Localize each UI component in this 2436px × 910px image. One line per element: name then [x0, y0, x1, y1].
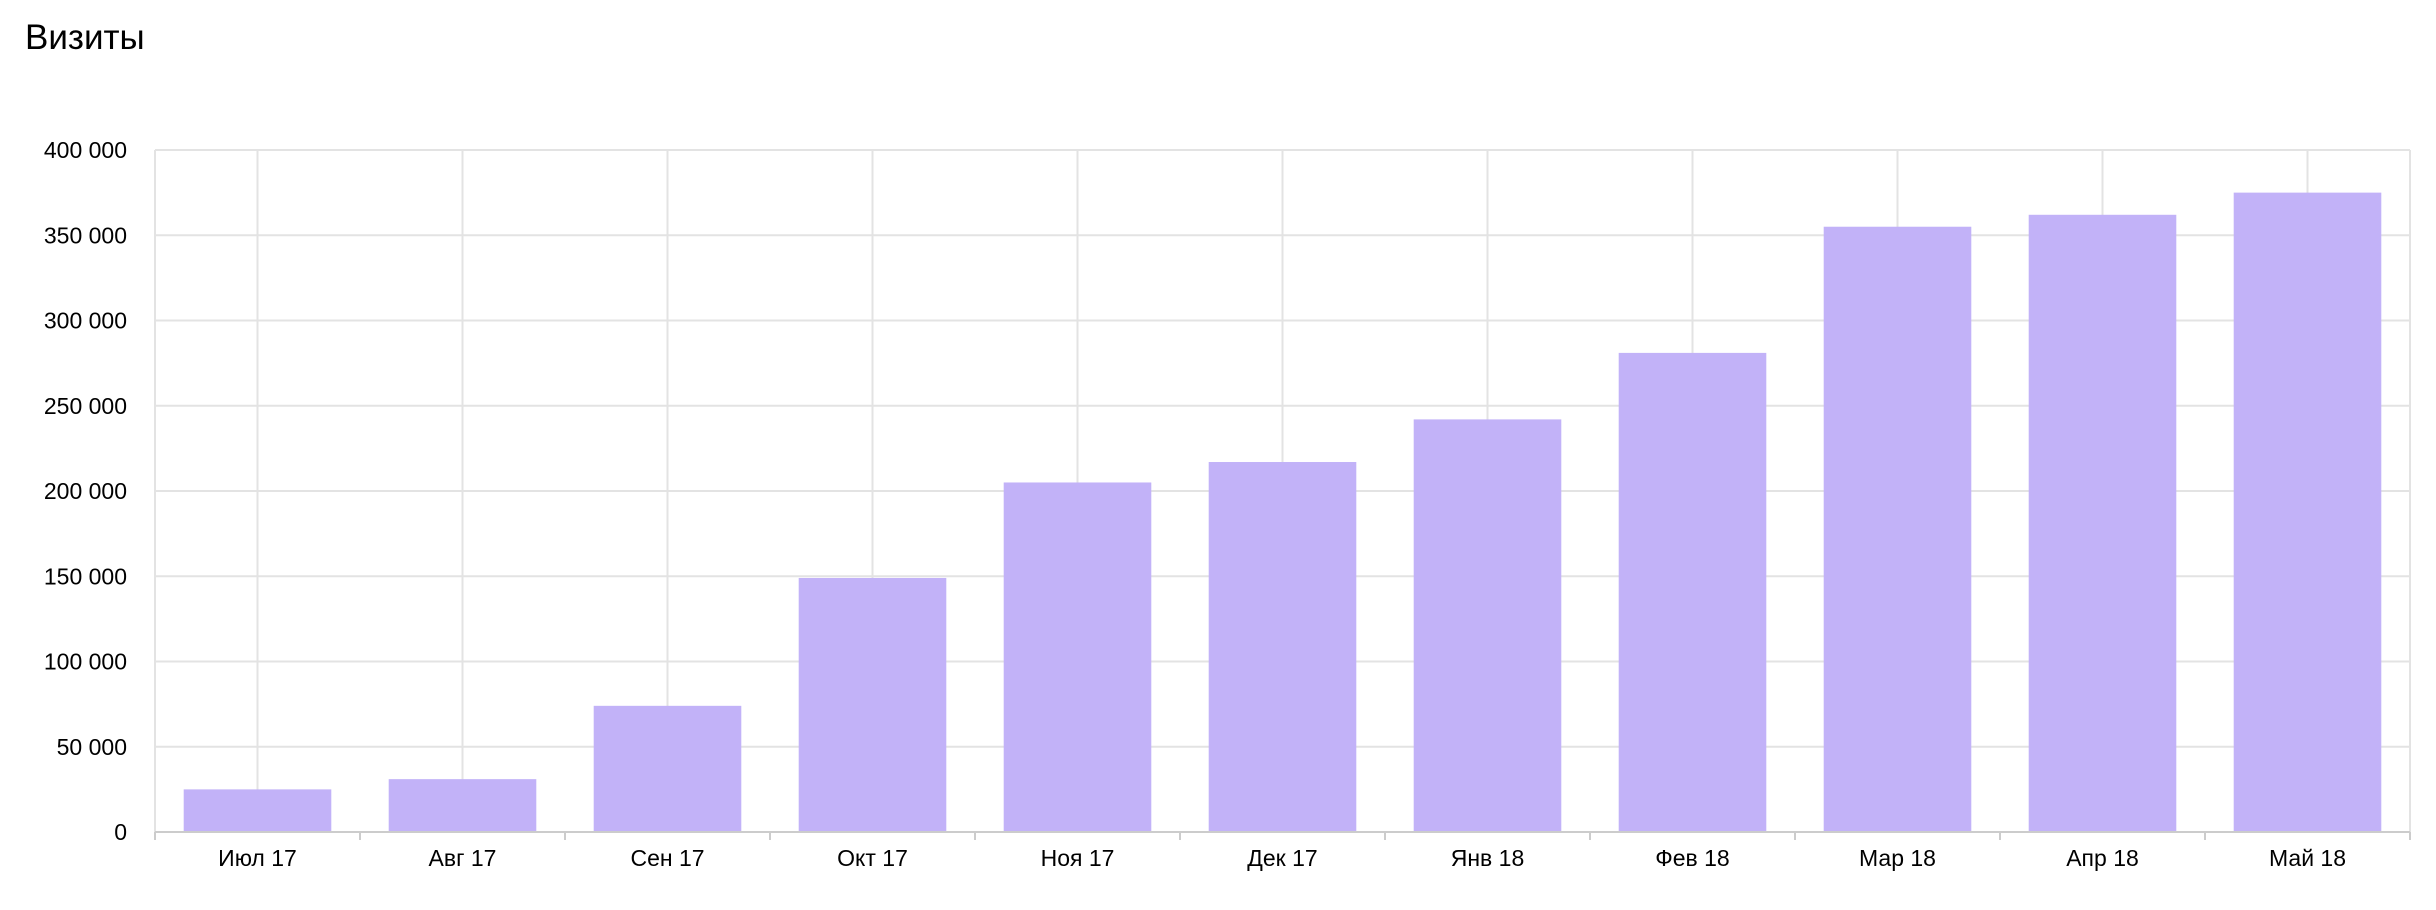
- x-tick-label: Окт 17: [837, 845, 908, 871]
- bars: [183, 192, 2382, 833]
- x-tick-label: Апр 18: [2066, 845, 2139, 871]
- x-tick-label: Мар 18: [1859, 845, 1936, 871]
- bar[interactable]: [2233, 192, 2382, 832]
- bar[interactable]: [183, 789, 332, 832]
- bar[interactable]: [388, 779, 537, 832]
- x-axis-tick-labels: Июл 17 Авг 17 Сен 17 Окт 17 Ноя 17 Дек 17 Янв …: [218, 845, 2346, 871]
- y-tick-label: 350 000: [44, 222, 127, 248]
- y-tick-label: 200 000: [44, 478, 127, 504]
- bar[interactable]: [2028, 214, 2177, 833]
- bar[interactable]: [1208, 462, 1357, 832]
- x-tick-label: Дек 17: [1247, 845, 1317, 871]
- y-tick-label: 400 000: [44, 137, 127, 163]
- x-tick-label: Июл 17: [218, 845, 297, 871]
- x-tick-label: Ноя 17: [1041, 845, 1115, 871]
- bar[interactable]: [1413, 419, 1562, 832]
- x-tick-label: Фев 18: [1655, 845, 1729, 871]
- x-tick-label: Сен 17: [630, 845, 704, 871]
- y-tick-label: 300 000: [44, 308, 127, 334]
- y-tick-label: 50 000: [57, 734, 127, 760]
- bar[interactable]: [1003, 482, 1152, 832]
- chart-title: Визиты: [25, 18, 145, 57]
- y-tick-label: 0: [114, 819, 127, 845]
- y-axis-tick-labels: 0 50 000 100 000 150 000 200 000 250 000 300 0…: [44, 137, 127, 845]
- y-tick-label: 250 000: [44, 393, 127, 419]
- bar[interactable]: [1618, 352, 1767, 832]
- bar[interactable]: [1823, 226, 1972, 833]
- y-tick-label: 100 000: [44, 649, 127, 675]
- x-tick-label: Май 18: [2269, 845, 2346, 871]
- x-tick-label: Янв 18: [1451, 845, 1525, 871]
- bar[interactable]: [593, 705, 742, 832]
- axes: [154, 150, 2411, 840]
- bar[interactable]: [798, 577, 947, 832]
- x-tick-label: Авг 17: [429, 845, 497, 871]
- y-tick-label: 150 000: [44, 563, 127, 589]
